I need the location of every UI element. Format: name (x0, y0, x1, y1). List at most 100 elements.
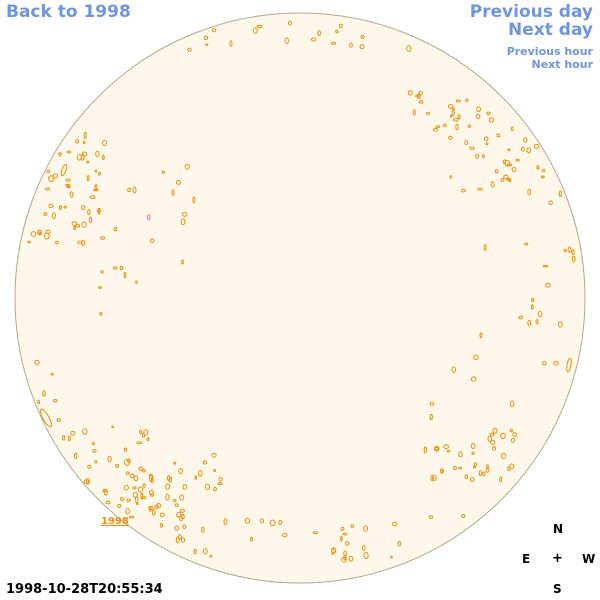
feature-contour (181, 513, 185, 520)
feature-contour (451, 110, 456, 116)
feature-contour (81, 239, 86, 246)
feature-contour (391, 521, 398, 527)
feature-contour (496, 133, 501, 138)
feature-contour (259, 518, 265, 524)
feature-contour (98, 171, 101, 176)
feature-contour (536, 165, 540, 170)
feature-contour (43, 212, 48, 216)
feature-contour (81, 205, 86, 211)
next-hour-link[interactable]: Next hour (531, 58, 594, 71)
feature-contour (449, 175, 453, 179)
feature-contour (217, 482, 223, 486)
feature-contour (171, 189, 175, 196)
feature-contour (176, 511, 182, 518)
next-day-link[interactable]: Next day (508, 20, 593, 40)
feature-contour (461, 513, 466, 518)
feature-contour (451, 107, 455, 111)
feature-contour (148, 473, 153, 479)
feature-contour (417, 93, 421, 100)
feature-contour (500, 177, 505, 182)
feature-contour (526, 147, 532, 154)
filament-contour (60, 163, 68, 177)
feature-contour (527, 188, 532, 196)
feature-contour (434, 447, 439, 451)
feature-contour (363, 552, 369, 559)
previous-hour-link[interactable]: Previous hour (506, 45, 593, 58)
feature-contour (470, 376, 477, 382)
feature-contour (141, 469, 147, 473)
feature-contour (174, 503, 179, 507)
feature-contour (288, 20, 292, 26)
feature-contour (527, 319, 532, 327)
feature-contour (165, 483, 171, 490)
feature-contour (458, 466, 462, 470)
feature-contour (70, 430, 76, 436)
back-to-year-link[interactable]: Back to 1998 (6, 2, 131, 22)
feature-contour (34, 359, 40, 366)
feature-contour (252, 27, 258, 34)
feature-contour (184, 164, 190, 170)
feature-contour (335, 29, 339, 34)
feature-contour (133, 475, 139, 482)
feature-contour (453, 465, 457, 471)
feature-contour (94, 460, 98, 464)
feature-contour (531, 297, 535, 302)
feature-contour (563, 248, 567, 253)
feature-contour (511, 167, 517, 173)
feature-contour (464, 140, 469, 146)
feature-contour (137, 486, 144, 493)
feature-contour (244, 517, 250, 524)
feature-contour (310, 37, 317, 42)
feature-contour (55, 240, 59, 245)
feature-contour (132, 486, 137, 490)
feature-contour (487, 435, 492, 442)
feature-contour (63, 205, 67, 209)
feature-contour (123, 484, 129, 491)
feature-contour (452, 118, 459, 122)
feature-contour (447, 104, 454, 109)
feature-contour (492, 427, 498, 434)
feature-contour (477, 187, 483, 191)
feature-contour (483, 244, 487, 251)
feature-contour (418, 100, 424, 104)
feature-contour (406, 45, 412, 52)
feature-contour (129, 473, 135, 479)
feature-contour (67, 435, 71, 442)
previous-day-link[interactable]: Previous day (469, 2, 593, 22)
feature-contour (86, 477, 90, 485)
feature-contour (140, 492, 144, 500)
feature-contour (123, 272, 127, 279)
feature-contour (123, 447, 128, 452)
feature-contour (223, 518, 228, 526)
feature-contour (66, 150, 72, 154)
feature-contour (474, 154, 480, 159)
feature-contour (457, 114, 461, 120)
feature-contour (148, 505, 154, 510)
feature-contour (485, 464, 489, 470)
feature-contour (211, 28, 217, 33)
feature-contour (50, 372, 54, 376)
feature-contour (520, 146, 525, 152)
feature-contour (203, 35, 209, 40)
feature-contour (65, 178, 71, 182)
feature-contour (192, 196, 196, 204)
feature-contour (48, 203, 54, 209)
feature-contour (86, 175, 90, 182)
feature-contour (218, 476, 223, 482)
feature-contour (81, 221, 87, 228)
feature-contour (205, 43, 209, 46)
feature-contour (102, 139, 108, 146)
feature-contour (94, 169, 98, 173)
feature-contour (82, 140, 86, 145)
feature-contour (71, 221, 78, 226)
feature-contour (451, 366, 457, 374)
feature-contour (542, 264, 549, 268)
year-label-link[interactable]: 1998 (101, 516, 129, 527)
feature-contour (541, 169, 546, 173)
feature-contour (73, 225, 76, 231)
feature-contour (545, 282, 551, 288)
feature-contour (146, 214, 151, 221)
feature-contour (390, 555, 393, 559)
feature-contour (30, 231, 37, 237)
